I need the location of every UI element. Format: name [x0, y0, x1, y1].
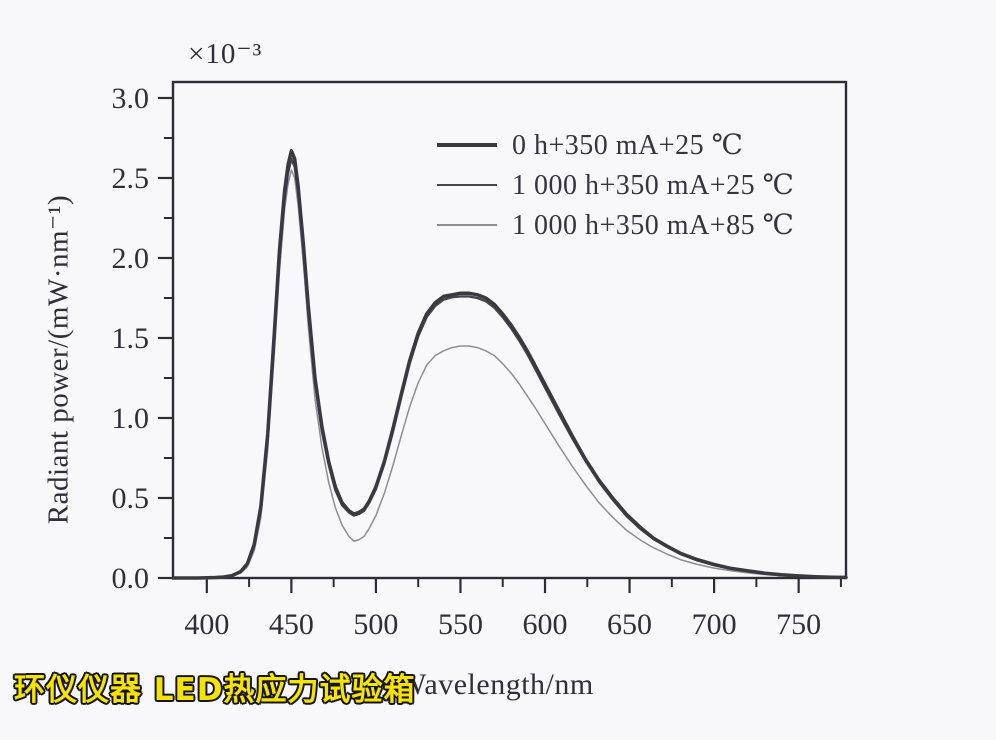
y-tick-label: 2.0: [112, 242, 150, 275]
legend-item-label: 1 000 h+350 mA+85 ℃: [512, 210, 795, 241]
x-tick-label: 400: [184, 608, 229, 641]
legend-item: 0 h+350 mA+25 ℃: [437, 126, 794, 164]
x-axis-title: Wavelength/nm: [398, 668, 594, 701]
x-tick-label: 500: [353, 608, 398, 641]
x-tick-label: 450: [269, 608, 314, 641]
legend-item-label: 0 h+350 mA+25 ℃: [512, 130, 744, 161]
x-tick-label: 700: [692, 608, 737, 641]
series-line-0: [171, 149, 848, 580]
x-tick-label: 600: [523, 608, 568, 641]
x-tick-label: 750: [776, 608, 821, 641]
legend-item: 1 000 h+350 mA+85 ℃: [437, 206, 794, 244]
y-tick-label: 0.0: [112, 562, 150, 595]
y-axis-title: Radiant power/(mW·nm⁻¹): [42, 194, 75, 525]
legend-item-label: 1 000 h+350 mA+25 ℃: [512, 170, 795, 201]
legend: 0 h+350 mA+25 ℃ 1 000 h+350 mA+25 ℃ 1 00…: [437, 126, 794, 244]
y-tick-label: 1.5: [112, 322, 150, 355]
y-tick-label: 1.0: [112, 402, 150, 435]
plot-frame: [171, 80, 848, 580]
legend-line-sample: [437, 184, 497, 186]
legend-item: 1 000 h+350 mA+25 ℃: [437, 166, 794, 204]
y-tick-label: 2.5: [112, 162, 150, 195]
x-tick-label: 650: [607, 608, 652, 641]
y-axis-multiplier: ×10⁻³: [188, 38, 263, 70]
y-tick-label: 3.0: [112, 82, 150, 115]
y-tick-label: 0.5: [112, 482, 150, 515]
watermark-text: 环仪仪器 LED热应力试验箱: [14, 672, 416, 708]
legend-line-sample: [437, 143, 497, 147]
x-tick-label: 550: [438, 608, 483, 641]
legend-line-sample: [437, 224, 497, 226]
